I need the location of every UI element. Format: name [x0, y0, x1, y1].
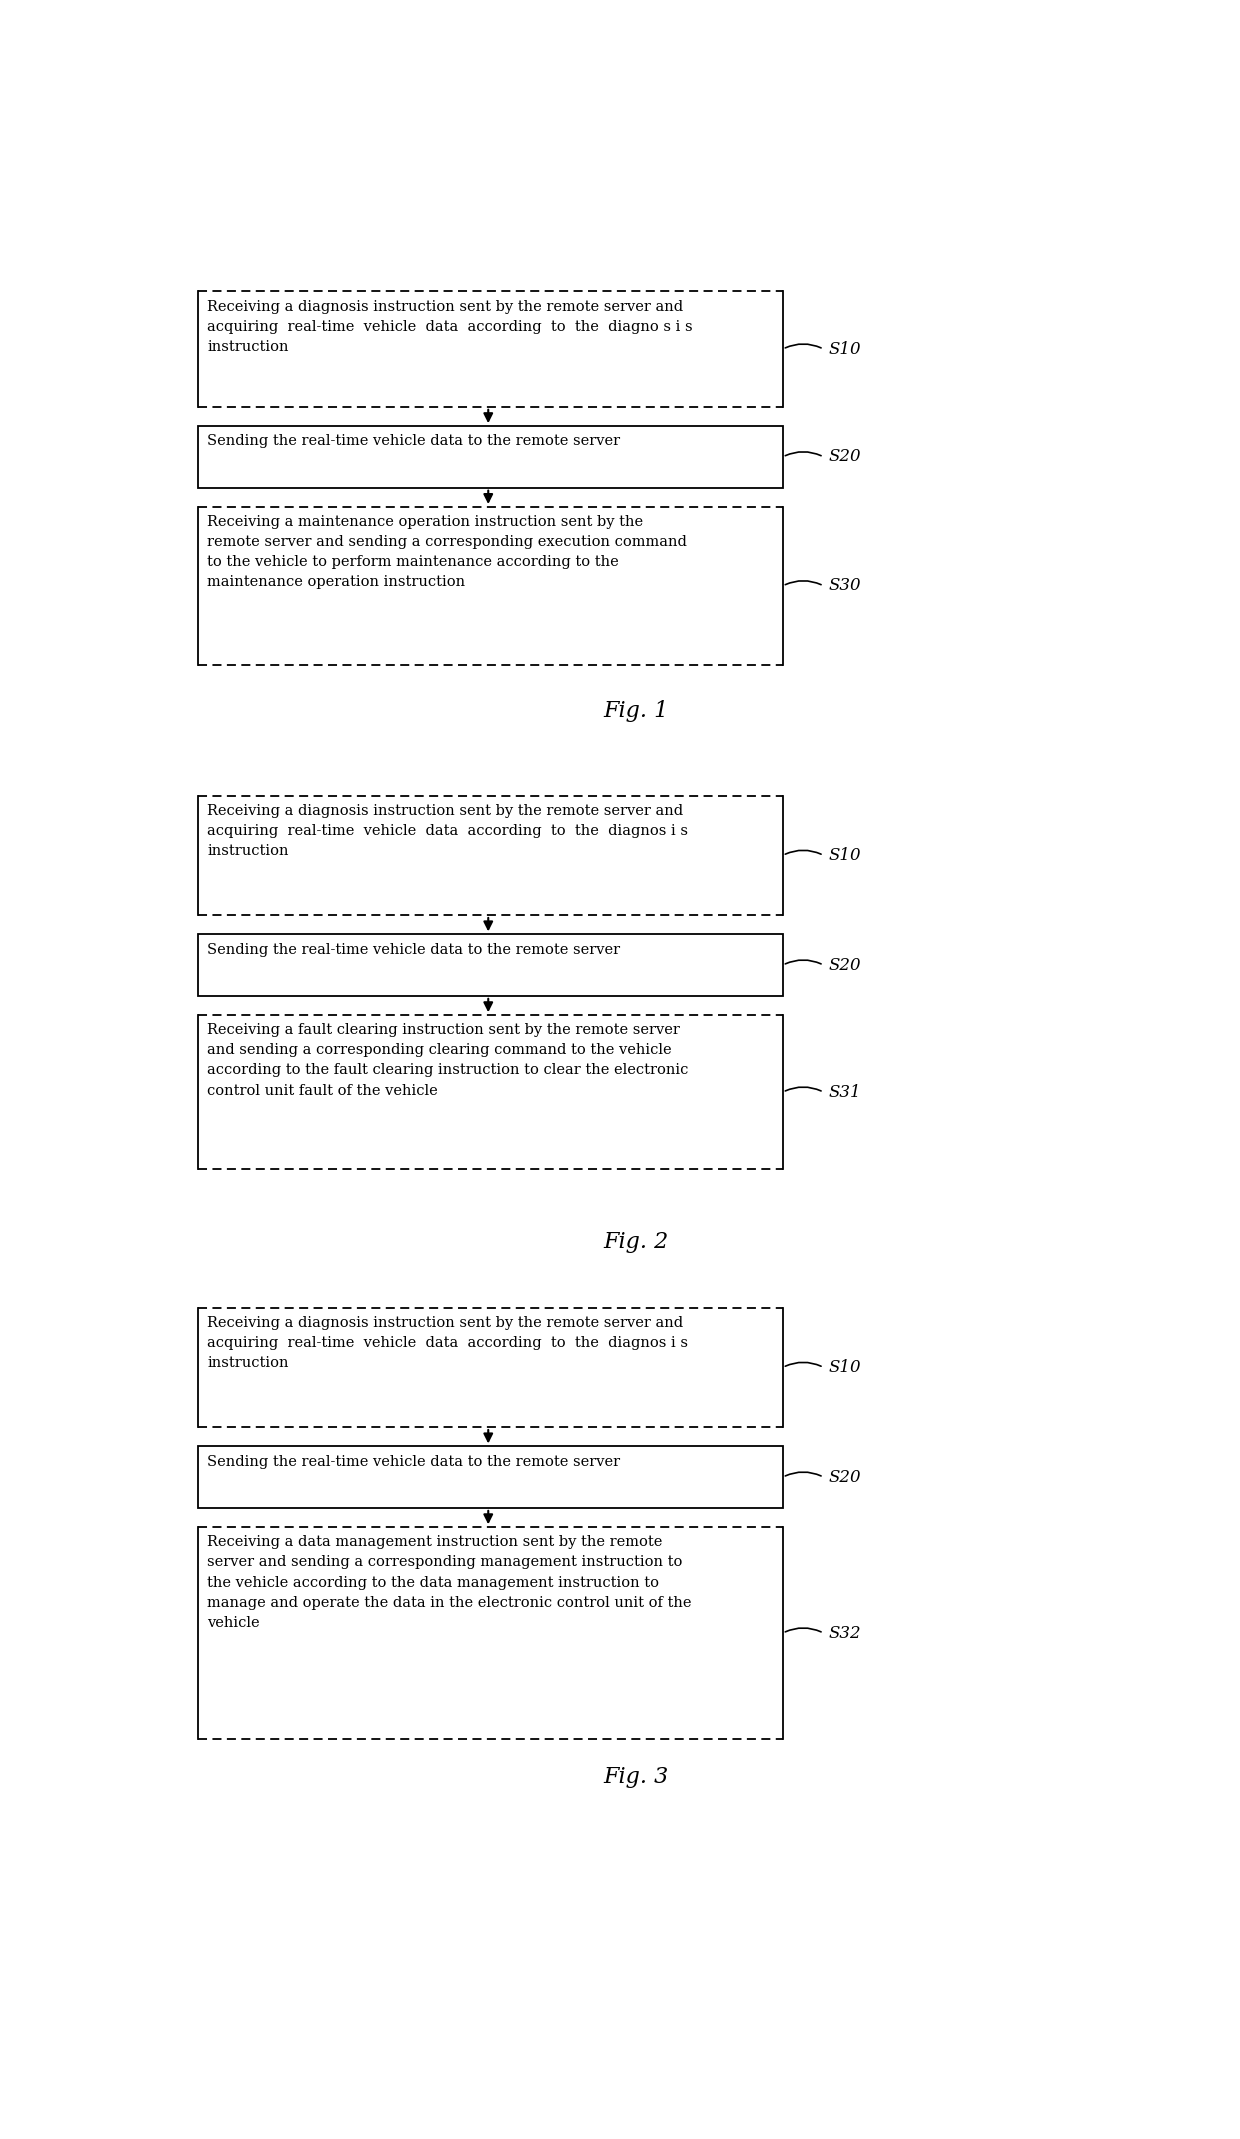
Text: S30: S30	[828, 578, 861, 595]
Text: Receiving a diagnosis instruction sent by the remote server and
acquiring  real-: Receiving a diagnosis instruction sent b…	[207, 1315, 688, 1371]
Text: S10: S10	[828, 1358, 861, 1375]
Text: Receiving a diagnosis instruction sent by the remote server and
acquiring  real-: Receiving a diagnosis instruction sent b…	[207, 804, 688, 858]
Text: S10: S10	[828, 340, 861, 357]
Text: S20: S20	[828, 1469, 861, 1487]
Bar	[197, 1446, 782, 1508]
Text: S31: S31	[828, 1084, 861, 1102]
Text: Sending the real-time vehicle data to the remote server: Sending the real-time vehicle data to th…	[207, 943, 620, 956]
Text: Receiving a maintenance operation instruction sent by the
remote server and send: Receiving a maintenance operation instru…	[207, 515, 687, 590]
Text: Receiving a diagnosis instruction sent by the remote server and
acquiring  real-: Receiving a diagnosis instruction sent b…	[207, 299, 693, 353]
Text: S32: S32	[828, 1624, 861, 1641]
Text: S10: S10	[828, 847, 861, 864]
Text: Fig. 3: Fig. 3	[603, 1767, 668, 1788]
Text: Sending the real-time vehicle data to the remote server: Sending the real-time vehicle data to th…	[207, 1455, 620, 1469]
Text: Fig. 2: Fig. 2	[603, 1232, 668, 1253]
Bar	[197, 935, 782, 997]
Text: Fig. 1: Fig. 1	[603, 699, 668, 723]
Text: S20: S20	[828, 956, 861, 973]
Bar	[197, 426, 782, 488]
Text: S20: S20	[828, 449, 861, 466]
Text: Sending the real-time vehicle data to the remote server: Sending the real-time vehicle data to th…	[207, 434, 620, 449]
Text: Receiving a data management instruction sent by the remote
server and sending a : Receiving a data management instruction …	[207, 1536, 692, 1630]
Text: Receiving a fault clearing instruction sent by the remote server
and sending a c: Receiving a fault clearing instruction s…	[207, 1022, 688, 1097]
